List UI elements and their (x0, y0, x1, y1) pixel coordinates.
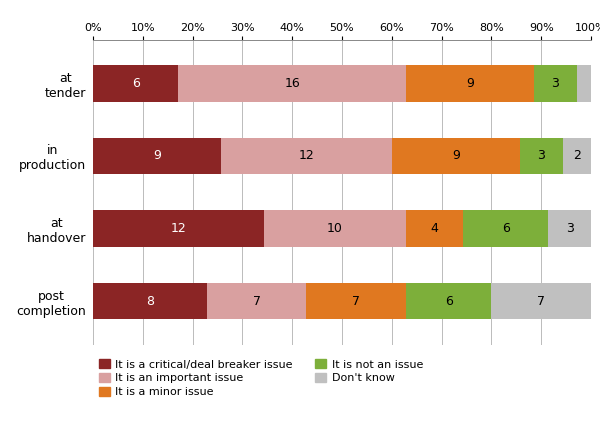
Bar (520, 138, 563, 174)
Text: 3: 3 (566, 222, 574, 235)
Bar (93, 65, 178, 102)
Bar (406, 210, 463, 247)
Text: 12: 12 (299, 149, 314, 163)
Bar (264, 210, 406, 247)
Bar (548, 210, 591, 247)
Bar (392, 138, 520, 174)
Bar (93, 283, 207, 319)
Text: 7: 7 (537, 295, 545, 308)
Bar (307, 283, 406, 319)
Bar (406, 283, 491, 319)
Bar (534, 65, 577, 102)
Text: 16: 16 (284, 77, 300, 90)
Bar (406, 65, 534, 102)
Text: 6: 6 (502, 222, 509, 235)
Bar (93, 138, 221, 174)
Text: 7: 7 (352, 295, 360, 308)
Bar (207, 283, 307, 319)
Bar (577, 65, 591, 102)
Text: 3: 3 (537, 149, 545, 163)
Text: 3: 3 (551, 77, 559, 90)
Bar (221, 138, 392, 174)
Text: 9: 9 (466, 77, 474, 90)
Text: 10: 10 (327, 222, 343, 235)
Bar (563, 138, 591, 174)
Bar (178, 65, 406, 102)
Text: 8: 8 (146, 295, 154, 308)
Text: 6: 6 (445, 295, 452, 308)
Text: 7: 7 (253, 295, 260, 308)
Text: 2: 2 (573, 149, 581, 163)
Text: 12: 12 (170, 222, 186, 235)
Bar (463, 210, 548, 247)
Text: 6: 6 (132, 77, 140, 90)
Bar (491, 283, 591, 319)
Text: 9: 9 (452, 149, 460, 163)
Text: 4: 4 (431, 222, 439, 235)
Text: 9: 9 (153, 149, 161, 163)
Bar (93, 210, 264, 247)
Legend: It is a critical/deal breaker issue, It is an important issue, It is a minor iss: It is a critical/deal breaker issue, It … (98, 359, 423, 397)
